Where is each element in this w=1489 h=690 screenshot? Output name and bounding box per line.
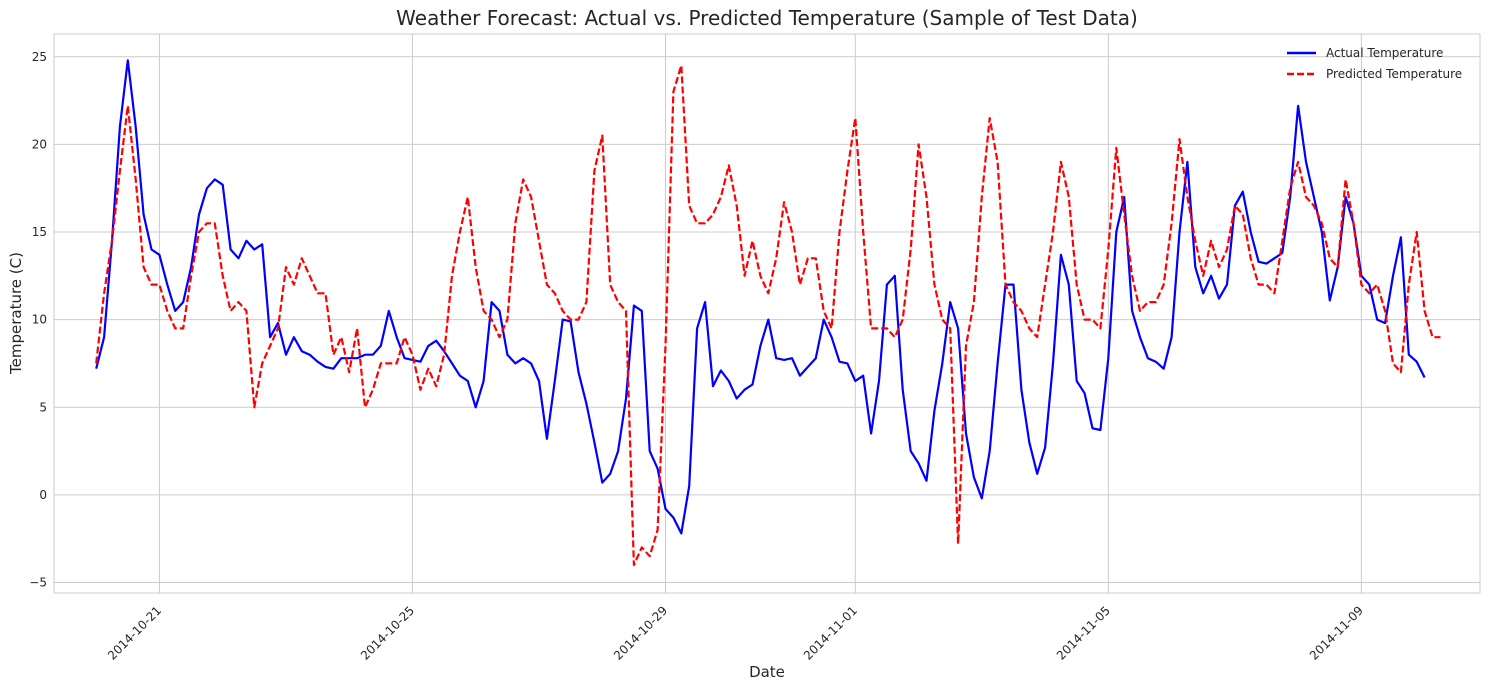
x-tick-labels: 2014-10-21 2014-10-25 2014-10-29 2014-11-01… <box>105 603 1366 662</box>
y-tick-label: 20 <box>32 137 47 151</box>
x-tick-label: 2014-11-01 <box>801 603 860 662</box>
y-tick-label: 0 <box>39 488 47 502</box>
grid-lines <box>54 34 1480 593</box>
y-tick-label: 25 <box>32 50 47 64</box>
x-tick-label: 2014-10-21 <box>105 603 164 662</box>
x-axis-label: Date <box>749 663 785 681</box>
y-tick-label: 15 <box>32 225 47 239</box>
legend: Actual Temperature Predicted Temperature <box>1287 46 1462 81</box>
y-axis-label: Temperature (C) <box>7 252 25 375</box>
chart-title: Weather Forecast: Actual vs. Predicted T… <box>396 6 1138 30</box>
x-tick-label: 2014-11-09 <box>1307 603 1366 662</box>
series-line-predicted <box>95 64 1441 567</box>
legend-label-actual: Actual Temperature <box>1326 46 1443 60</box>
series-layer <box>95 59 1441 567</box>
y-tick-label: 5 <box>39 400 47 414</box>
series-line-actual <box>95 59 1426 535</box>
y-tick-label: 10 <box>32 313 47 327</box>
plot-background <box>54 34 1480 593</box>
x-tick-label: 2014-10-29 <box>611 603 670 662</box>
y-tick-label: −5 <box>29 575 47 589</box>
legend-label-predicted: Predicted Temperature <box>1326 67 1462 81</box>
x-tick-label: 2014-11-05 <box>1054 603 1113 662</box>
y-tick-labels: −5 0 5 10 15 20 25 <box>29 50 47 590</box>
x-tick-label: 2014-10-25 <box>358 603 417 662</box>
plot-frame <box>53 33 1481 594</box>
